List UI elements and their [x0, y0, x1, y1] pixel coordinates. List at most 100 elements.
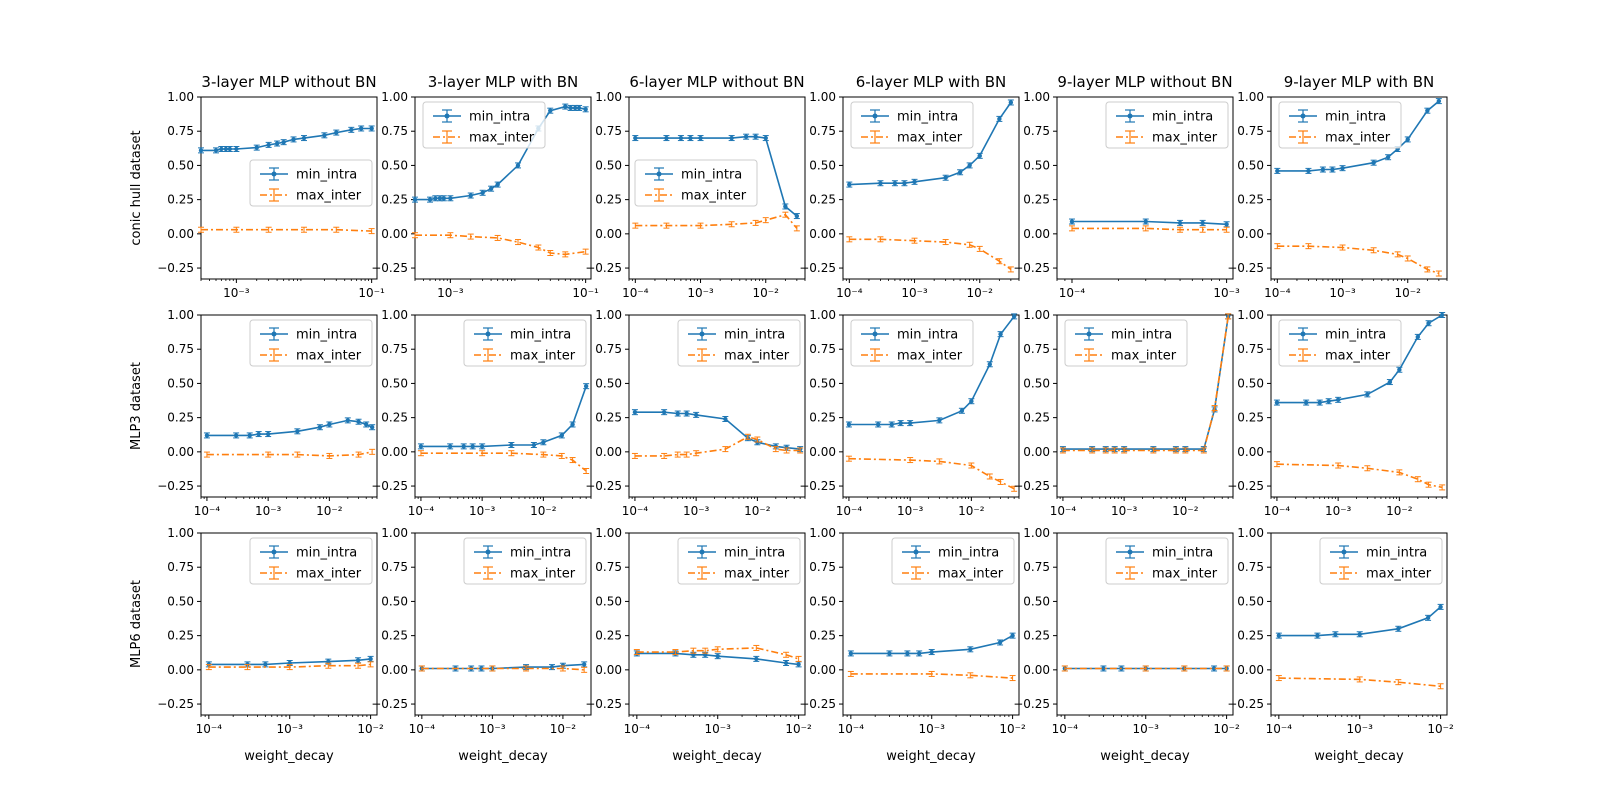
data-point	[263, 662, 268, 667]
x-tick-label: 10⁻⁴	[1059, 286, 1086, 300]
y-tick-label: 1.00	[809, 308, 836, 322]
data-point	[678, 135, 684, 141]
data-point	[233, 433, 239, 438]
legend-label-max_inter: max_inter	[1325, 349, 1391, 364]
legend-label-min_intra: min_intra	[1152, 546, 1213, 561]
x-tick-label: 10⁻⁴	[1264, 286, 1291, 300]
y-tick-label: 0.25	[1023, 411, 1050, 425]
axes-frame	[842, 532, 1020, 716]
series-min_intra	[412, 103, 589, 203]
legend-label-max_inter: max_inter	[724, 567, 790, 582]
data-point	[281, 139, 286, 145]
data-point	[479, 444, 485, 449]
x-tick-label: 10⁻¹	[572, 286, 599, 300]
data-point	[1143, 219, 1148, 224]
legend-marker	[1127, 549, 1133, 555]
y-tick-label: 0.25	[1237, 193, 1264, 207]
series-line	[850, 634, 1013, 655]
data-point	[541, 440, 546, 445]
series-line	[1277, 245, 1440, 275]
legend-label-max_inter: max_inter	[296, 189, 362, 204]
data-point	[223, 146, 229, 152]
y-tick-label: 1.00	[381, 526, 408, 540]
legend-label-min_intra: min_intra	[1111, 328, 1172, 343]
data-point	[301, 135, 307, 141]
y-tick-label: 0.75	[167, 342, 194, 356]
series-line	[635, 213, 798, 229]
series-max_inter	[1059, 313, 1232, 454]
y-tick-label: 0.50	[809, 376, 836, 390]
data-point	[729, 135, 734, 141]
legend-label-min_intra: min_intra	[681, 168, 742, 183]
y-tick-label: 0.75	[1023, 342, 1050, 356]
data-point	[1101, 666, 1106, 671]
y-tick-label: 0.50	[1237, 158, 1264, 172]
legend: min_intra max_inter	[1064, 319, 1188, 367]
y-tick-label: 0.25	[1023, 629, 1050, 643]
legend-marker	[1341, 549, 1347, 555]
y-tick-label: 0.50	[167, 158, 194, 172]
y-tick-label: 0.00	[1237, 227, 1264, 241]
data-point	[959, 408, 965, 413]
axes-frame	[200, 314, 378, 498]
data-point	[905, 651, 910, 656]
legend: min_intra max_inter	[463, 319, 587, 367]
data-point	[1315, 633, 1320, 638]
data-point	[1010, 633, 1015, 638]
legend: min_intra max_inter	[1278, 319, 1402, 367]
x-tick-label: 10⁻²	[1427, 722, 1454, 736]
data-point	[295, 429, 300, 434]
x-tick-label: 10⁻⁴	[409, 722, 436, 736]
data-point	[559, 433, 564, 438]
y-tick-label: 0.50	[1023, 376, 1050, 390]
x-tick-label: 10⁻³	[1111, 504, 1138, 518]
y-tick-label: 0.50	[381, 376, 408, 390]
data-point	[902, 181, 907, 186]
x-tick-label: 10⁻³	[897, 504, 924, 518]
y-tick-label: 0.75	[1023, 124, 1050, 138]
y-tick-label: 0.50	[1237, 594, 1264, 608]
y-tick-label: 0.50	[1237, 376, 1264, 390]
y-tick-label: −0.25	[799, 479, 836, 493]
data-point	[1011, 314, 1017, 319]
series-max_inter	[1273, 461, 1446, 491]
y-tick-label: −0.25	[1013, 479, 1050, 493]
data-point	[661, 409, 667, 415]
y-tick-label: −0.25	[157, 697, 194, 711]
data-point	[572, 105, 578, 111]
y-tick-label: 0.25	[381, 193, 408, 207]
legend-label-max_inter: max_inter	[296, 349, 362, 364]
data-point	[570, 422, 575, 427]
data-point	[488, 186, 494, 191]
data-point	[563, 104, 568, 109]
legend-marker	[699, 549, 705, 555]
data-point	[576, 105, 582, 111]
y-tick-label: 0.00	[1023, 445, 1050, 459]
data-point	[1425, 615, 1431, 621]
data-point	[1371, 160, 1376, 165]
data-point	[848, 651, 854, 656]
legend-label-max_inter: max_inter	[1111, 349, 1177, 364]
data-point	[783, 204, 788, 209]
data-point	[1330, 167, 1335, 172]
data-point	[412, 197, 418, 202]
y-tick-label: −0.25	[157, 261, 194, 275]
data-point	[1224, 222, 1229, 227]
series-max_inter	[1068, 225, 1230, 233]
data-point	[763, 135, 768, 141]
subplot-r0-c1: 1.00 0.75 0.50 0.25 0.00 −0.25 10⁻³ 10⁻¹ min_int…	[371, 90, 599, 300]
data-point	[256, 431, 261, 437]
legend-label-max_inter: max_inter	[1325, 131, 1391, 146]
data-point	[219, 146, 224, 152]
y-tick-label: 0.50	[167, 594, 194, 608]
x-axis-label: weight_decay	[672, 749, 762, 764]
x-tick-label: 10⁻⁴	[408, 504, 435, 518]
column-titles: 3-layer MLP without BN 3-layer MLP with B…	[201, 73, 1434, 91]
y-tick-label: 1.00	[1237, 526, 1264, 540]
subplot-title: 3-layer MLP with BN	[428, 73, 579, 91]
y-tick-label: 1.00	[1023, 90, 1050, 104]
series-line	[1278, 677, 1441, 688]
y-tick-label: 0.00	[595, 445, 622, 459]
legend-label-min_intra: min_intra	[296, 168, 357, 183]
